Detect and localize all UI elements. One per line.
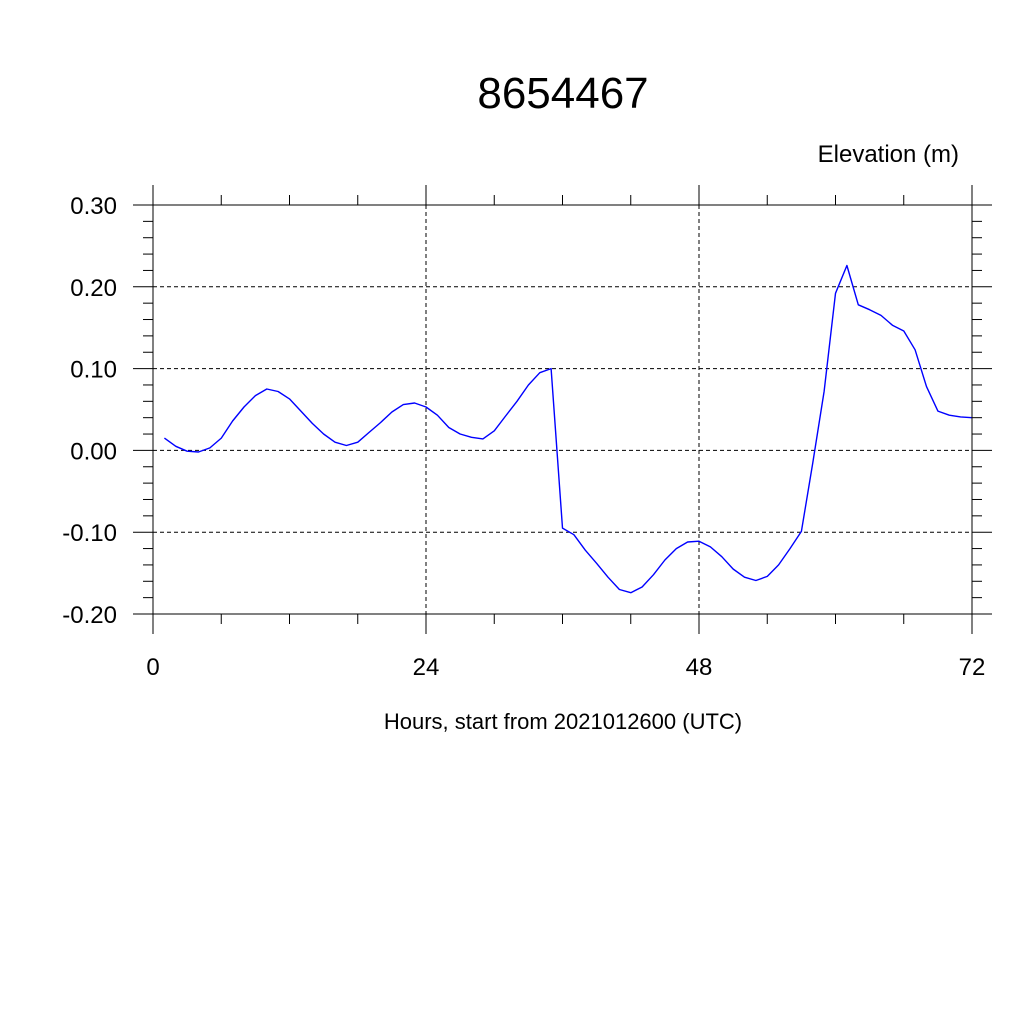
gridlines [152, 204, 973, 615]
chart-title: 8654467 [477, 69, 648, 118]
y-tick-label: -0.10 [62, 520, 117, 547]
x-axis-label: Hours, start from 2021012600 (UTC) [384, 709, 742, 734]
y-tick-label: 0.10 [70, 357, 117, 384]
y-tick-label: 0.00 [70, 438, 117, 465]
y-tick-label: -0.20 [62, 602, 117, 629]
series-line [163, 264, 973, 594]
tick-marks [133, 185, 992, 634]
series-group [163, 264, 973, 594]
y-tick-label: 0.30 [70, 193, 117, 220]
y-tick-label: 0.20 [70, 275, 117, 302]
x-tick-label: 24 [413, 654, 440, 681]
x-tick-label: 0 [146, 654, 159, 681]
plot-frame [152, 204, 973, 615]
tick-labels: -0.20 -0.10 0.00 0.10 0.20 0.30 0 24 48 72 [62, 193, 985, 681]
x-tick-label: 72 [959, 654, 986, 681]
x-tick-label: 48 [686, 654, 713, 681]
y-axis-label: Elevation (m) [818, 141, 959, 168]
